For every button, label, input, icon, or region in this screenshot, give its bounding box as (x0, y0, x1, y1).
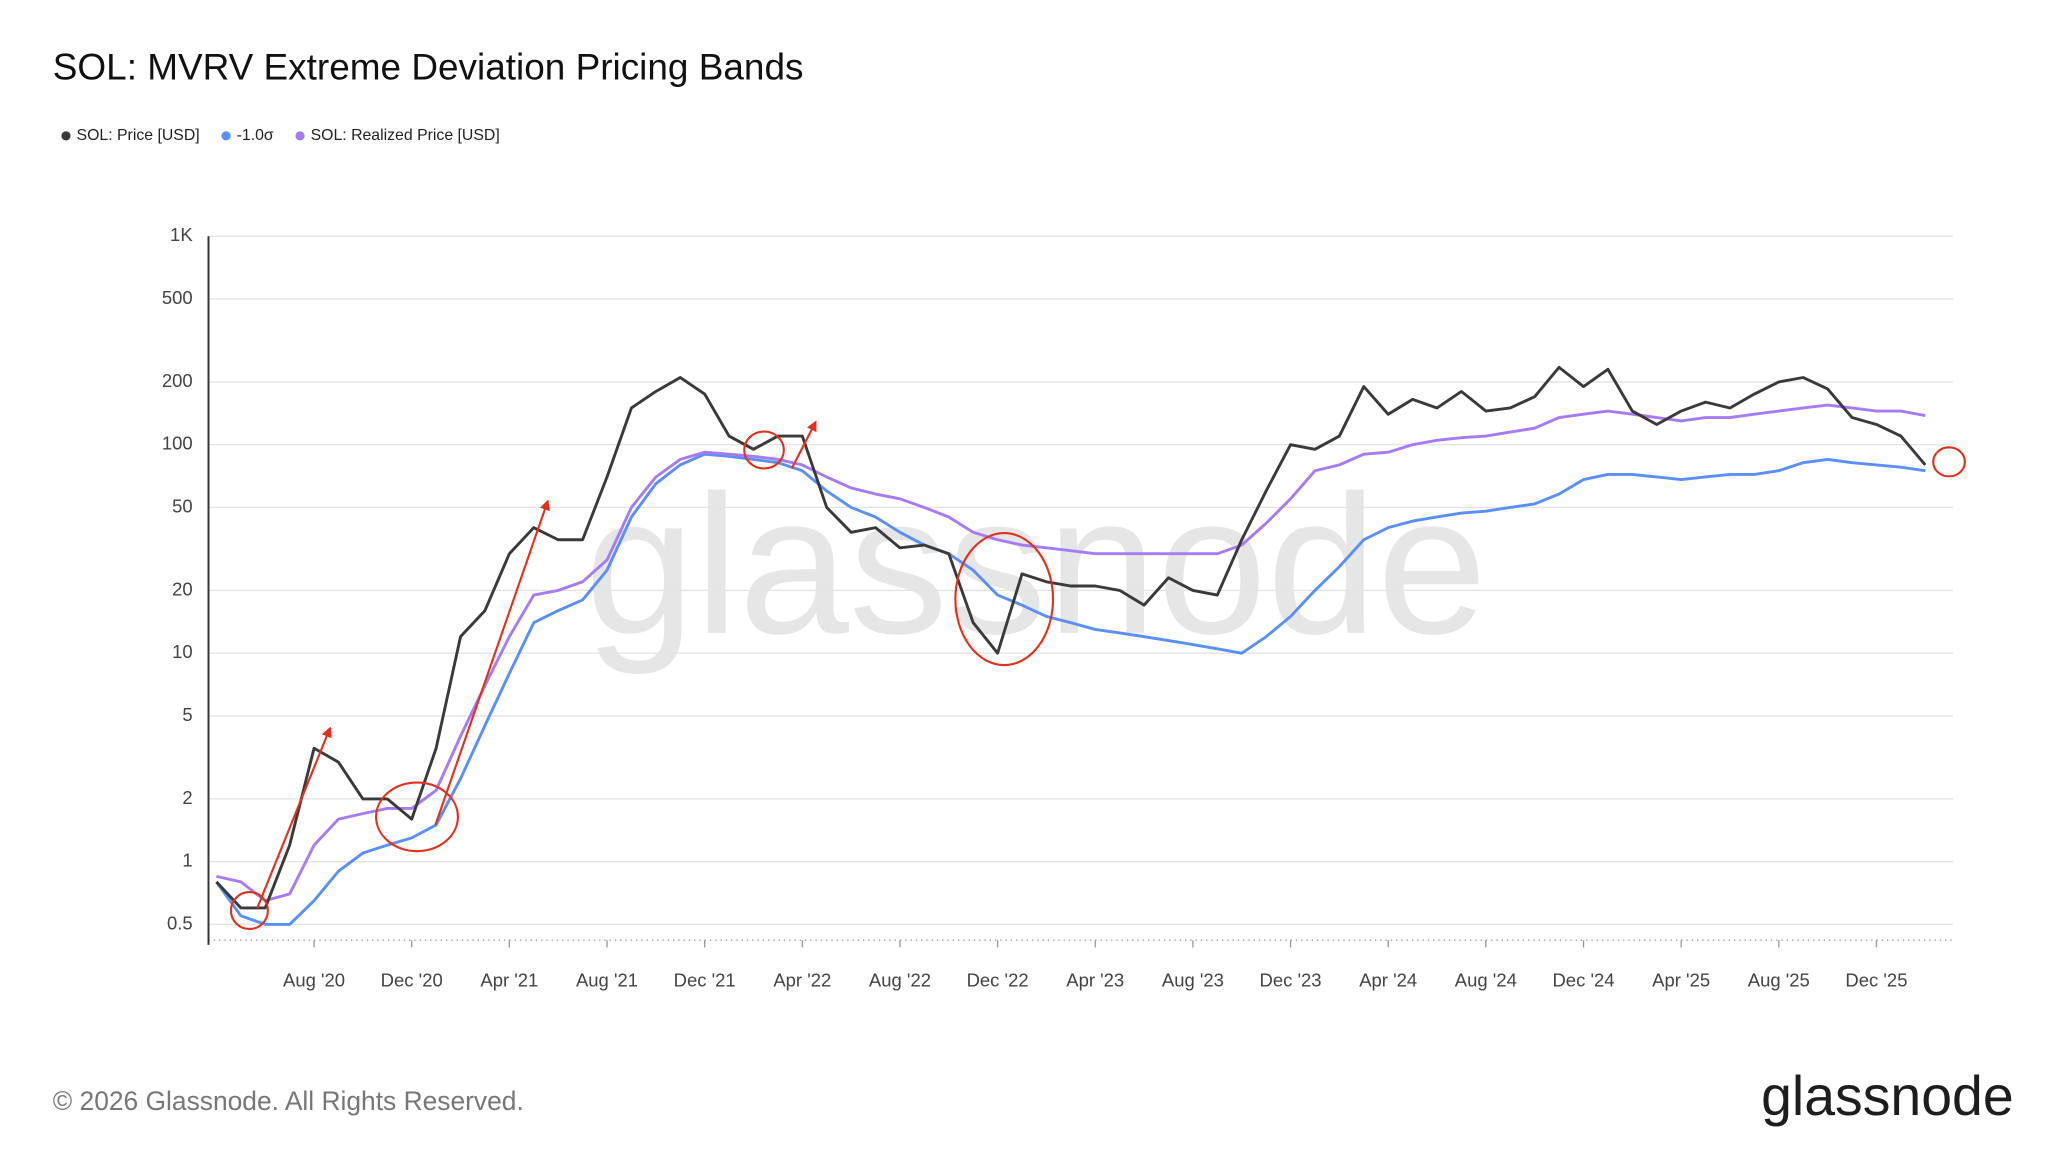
x-tick-label: Dec '21 (674, 970, 736, 991)
arrow (790, 420, 817, 469)
chart-title: SOL: MVRV Extreme Deviation Pricing Band… (53, 47, 804, 88)
x-tick-label: Dec '24 (1552, 970, 1614, 991)
y-tick-label: 50 (172, 495, 193, 516)
y-tick-label: 1K (170, 224, 193, 245)
x-tick-label: Aug '24 (1455, 970, 1517, 991)
y-tick-label: 2 (182, 787, 192, 808)
legend-marker (295, 131, 305, 141)
y-tick-label: 500 (162, 287, 193, 308)
arrow (434, 499, 550, 826)
highlight-circle (375, 781, 459, 853)
brand-logo: glassnode (1761, 1065, 2014, 1127)
highlight-circle (743, 430, 785, 470)
x-tick-label: Apr '21 (480, 970, 538, 991)
legend-label: SOL: Realized Price [USD] (311, 127, 500, 144)
highlight-circle (1932, 446, 1966, 478)
x-axis: Aug '20 Dec '20 Apr '21 Aug '21 Dec '21 Apr '… (283, 940, 1907, 991)
legend-marker (221, 131, 231, 141)
x-tick-label: Apr '22 (773, 970, 831, 991)
y-tick-label: 100 (162, 433, 193, 454)
annotations (229, 420, 1966, 931)
x-tick-label: Dec '22 (967, 970, 1029, 991)
x-tick-label: Aug '22 (869, 970, 931, 991)
x-tick-label: Dec '23 (1260, 970, 1322, 991)
x-tick-label: Dec '20 (381, 970, 443, 991)
legend-label: SOL: Price [USD] (77, 127, 200, 144)
footer: © 2026 Glassnode. All Rights Reserved. (53, 1086, 524, 1116)
lines (215, 365, 1927, 926)
y-tick-label: 0.5 (167, 912, 193, 933)
x-tick-label: Apr '25 (1652, 970, 1710, 991)
y-tick-label: 20 (172, 578, 193, 599)
y-tick-label: 200 (162, 370, 193, 391)
x-tick-label: Apr '23 (1066, 970, 1124, 991)
y-tick-label: 10 (172, 641, 193, 662)
x-tick-label: Aug '23 (1162, 970, 1224, 991)
series-line (215, 365, 1927, 910)
x-tick-label: Aug '25 (1748, 970, 1810, 991)
legend-marker (61, 131, 71, 141)
series-line (215, 452, 1926, 926)
grid: 0.5 1 2 5 10 20 50 100 200 500 1K (162, 224, 1953, 933)
arrow (256, 726, 332, 909)
legend-label: -1.0σ (237, 127, 274, 144)
y-tick-label: 5 (182, 704, 192, 725)
x-tick-label: Dec '25 (1845, 970, 1907, 991)
highlight-circle (954, 532, 1055, 667)
x-tick-label: Aug '21 (576, 970, 638, 991)
y-tick-label: 1 (182, 850, 192, 871)
watermark: glassnode (585, 454, 1487, 675)
x-tick-label: Aug '20 (283, 970, 345, 991)
legend: SOL: Price [USD] -1.0σ SOL: Realized Price… (61, 127, 500, 144)
x-tick-label: Apr '24 (1359, 970, 1417, 991)
highlight-circle (229, 890, 269, 931)
